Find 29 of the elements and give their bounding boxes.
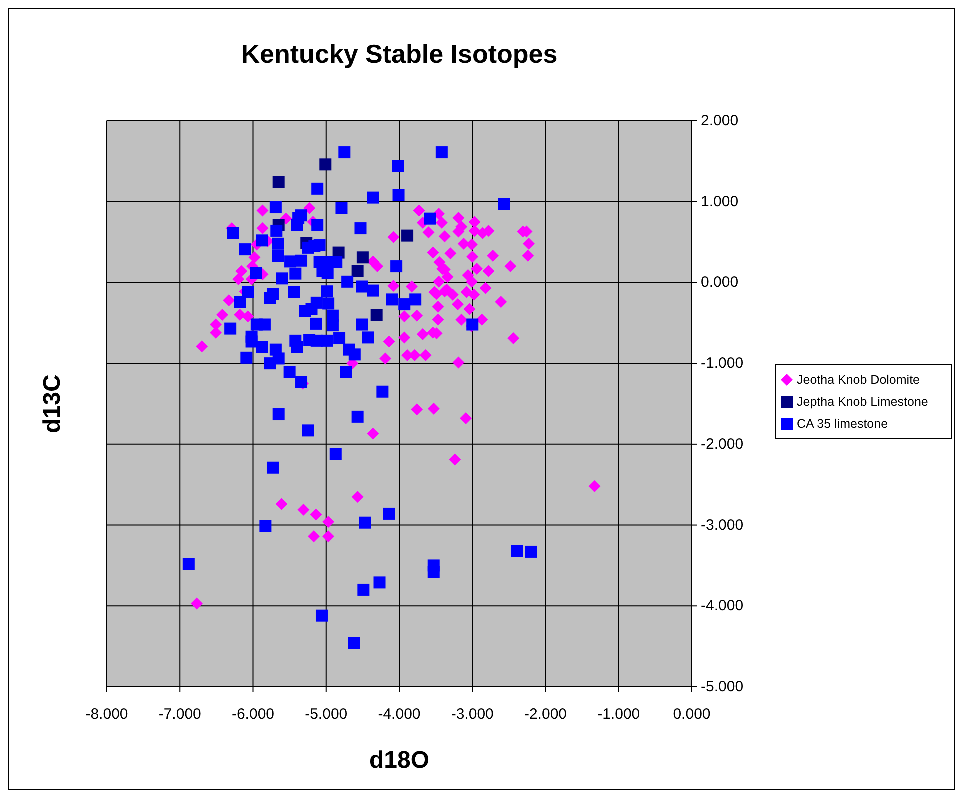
point — [352, 265, 364, 278]
x-tick-label: 0.000 — [673, 706, 711, 723]
y-tick-label: -2.000 — [701, 436, 744, 453]
legend-label: Jeptha Knob Limestone — [797, 395, 928, 409]
point — [370, 309, 383, 322]
x-tick-label: -8.000 — [86, 706, 128, 723]
point — [320, 158, 332, 171]
x-tick-label: -2.000 — [524, 706, 568, 723]
legend-label: Jeotha Knob Dolomite — [797, 373, 920, 387]
x-axis-title: d18O — [369, 747, 430, 774]
x-tick-label: -7.000 — [158, 706, 202, 723]
y-tick-label: 1.000 — [701, 193, 739, 210]
point — [272, 176, 285, 188]
chart-title: Kentucky Stable Isotopes — [241, 39, 558, 69]
y-tick-label: -5.000 — [701, 678, 744, 696]
x-tick-label: -1.000 — [598, 706, 640, 723]
x-tick-label: -3.000 — [451, 706, 494, 723]
y-axis-title: d13C — [39, 374, 66, 434]
legend-label: CA 35 limestone — [797, 417, 888, 431]
x-tick-label: -6.000 — [232, 706, 275, 723]
y-tick-label: -1.000 — [701, 355, 744, 372]
y-tick-label: -3.000 — [701, 516, 744, 534]
y-tick-label: -4.000 — [701, 598, 744, 615]
point — [356, 252, 369, 264]
y-tick-label: 0.000 — [701, 274, 739, 292]
x-tick-label: -4.000 — [378, 706, 421, 723]
y-tick-label: 2.000 — [701, 112, 739, 130]
point — [402, 230, 414, 242]
x-tick-label: -5.000 — [305, 706, 348, 723]
